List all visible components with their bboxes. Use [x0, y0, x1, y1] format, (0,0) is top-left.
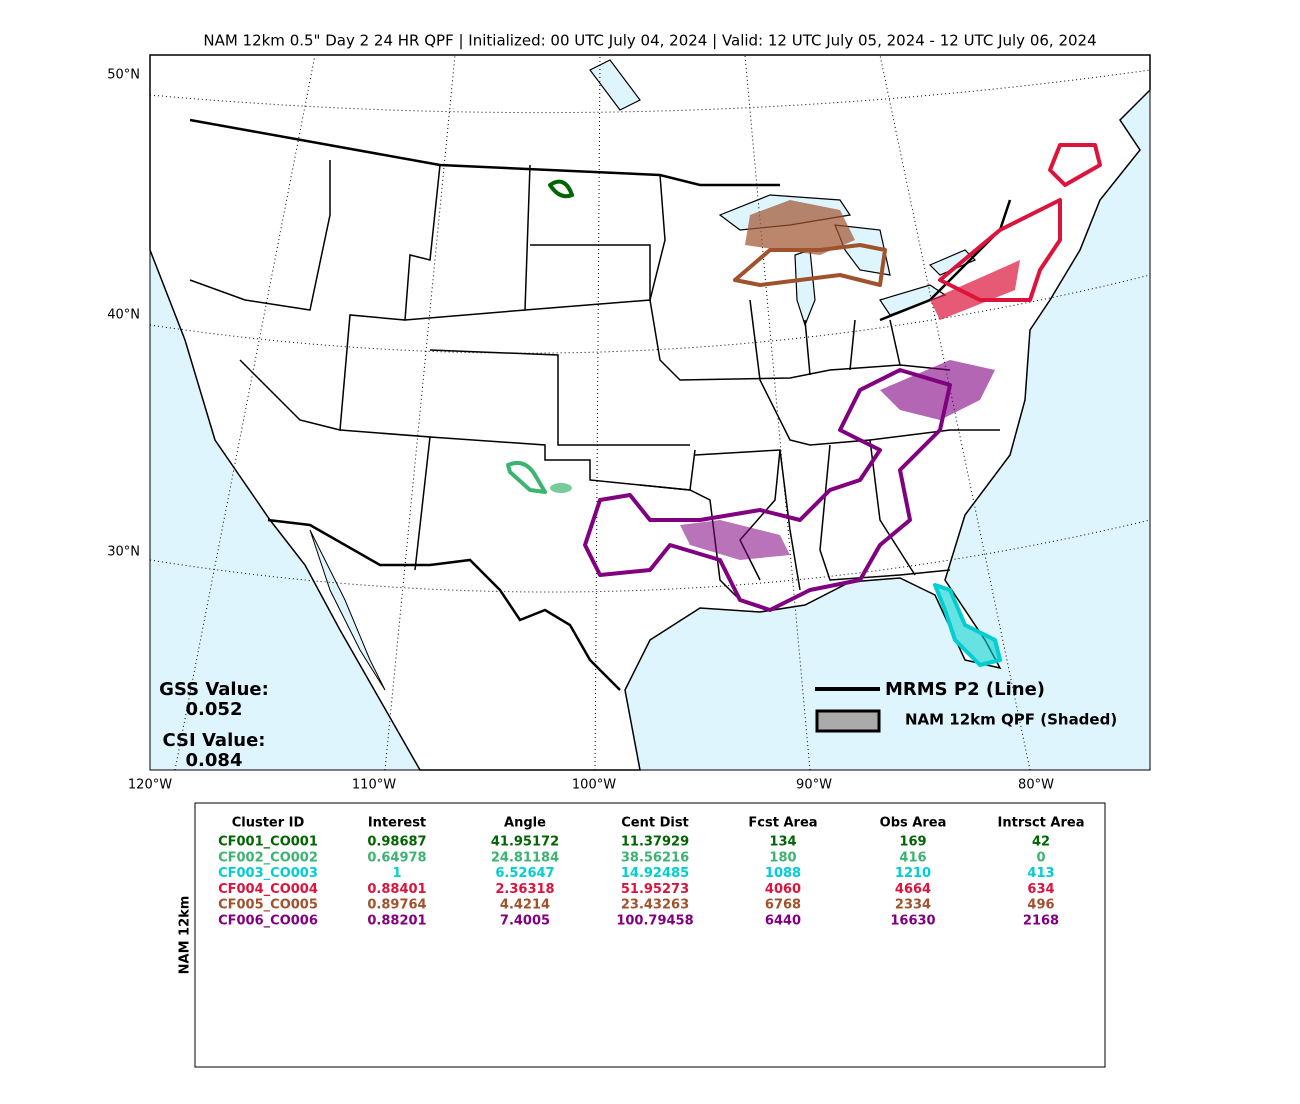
table-header: Angle: [504, 816, 546, 831]
fcst-object: [930, 260, 1020, 320]
obs-object: [933, 583, 1002, 667]
lon-label: 120°W: [128, 778, 172, 793]
table-cell: 14.92485: [621, 866, 689, 881]
table-cell: 4664: [895, 882, 931, 897]
table-cell: 134: [769, 835, 796, 850]
table-cell: 4060: [765, 882, 801, 897]
table-cell: 0.89764: [367, 898, 426, 913]
table-cell: 0: [1036, 850, 1045, 865]
table-cell: 169: [899, 835, 926, 850]
obs-object: [733, 243, 887, 287]
table-cell: 11.37929: [621, 835, 689, 850]
lat-label: 50°N: [107, 68, 140, 83]
table-header: Cluster ID: [232, 816, 305, 831]
table-frame: [194, 802, 1106, 1068]
table-cell: 6440: [765, 914, 801, 929]
obs-object: [583, 368, 952, 612]
fcst-object: [745, 200, 855, 255]
table-cell: CF002_CO002: [218, 850, 318, 865]
table-cell: 16630: [890, 914, 935, 929]
csi-label: CSI Value:: [163, 730, 266, 751]
table-cell: 180: [769, 850, 796, 865]
table-cell: 0.64978: [367, 850, 426, 865]
table-cell: 41.95172: [491, 835, 559, 850]
table-cell: 4.4214: [500, 898, 550, 913]
gulf-california: [309, 529, 386, 691]
table-header: Obs Area: [880, 816, 947, 831]
table-cell: 24.81184: [491, 850, 559, 865]
table-cell: 7.4005: [500, 914, 550, 929]
table-cell: 2.36318: [495, 882, 554, 897]
table-header: Interest: [368, 816, 426, 831]
graticule: [149, 54, 1151, 771]
table-cell: 0.88201: [367, 914, 426, 929]
fcst-object: [880, 360, 995, 420]
table-cell: 0.98687: [367, 835, 426, 850]
fcst-object: [680, 520, 790, 560]
table-cell: 2168: [1023, 914, 1059, 929]
table-header: Cent Dist: [621, 816, 689, 831]
table-cell: 100.79458: [616, 914, 693, 929]
obs-object: [548, 179, 574, 199]
gss-value: 0.052: [186, 699, 243, 720]
table: Cluster ID Interest Angle Cent Dist Fcst Are…: [218, 816, 1084, 929]
fcst-object: [550, 483, 572, 493]
map: 50°N 40°N 30°N 120°W 110°W 100°W 90°W 80…: [107, 54, 1151, 793]
table-cell: 496: [1027, 898, 1054, 913]
table-cell: CF005_CO005: [218, 898, 318, 913]
lon-label: 110°W: [352, 778, 396, 793]
table-header: Intrsct Area: [998, 816, 1085, 831]
table-cell: CF003_CO003: [218, 866, 318, 881]
table-cell: 6768: [765, 898, 801, 913]
table-cell: 1: [392, 866, 401, 881]
table-cell: 51.95273: [621, 882, 689, 897]
csi-value: 0.084: [186, 750, 243, 771]
lat-label: 30°N: [107, 545, 140, 560]
obs-object: [938, 198, 1062, 302]
lon-label: 80°W: [1018, 778, 1054, 793]
legend-swatch: [815, 709, 881, 733]
gss-label: GSS Value:: [159, 679, 269, 700]
table-cell: 413: [1027, 866, 1054, 881]
table-header: Fcst Area: [748, 816, 817, 831]
legend-label: NAM 12km QPF (Shaded): [905, 711, 1117, 729]
table-cell: 0.88401: [367, 882, 426, 897]
table-cell: 634: [1027, 882, 1054, 897]
table-side-label: NAM 12km: [178, 896, 193, 975]
table-cell: CF004_CO004: [218, 882, 318, 897]
legend-label: MRMS P2 (Line): [885, 679, 1045, 700]
lon-label: 100°W: [572, 778, 616, 793]
table-cell: 38.56216: [621, 850, 689, 865]
table-cell: CF006_CO006: [218, 914, 318, 929]
table-cell: CF001_CO001: [218, 835, 318, 850]
table-cell: 42: [1032, 835, 1050, 850]
table-cell: 1088: [765, 866, 801, 881]
table-cell: 416: [899, 850, 926, 865]
table-cell: 23.43263: [621, 898, 689, 913]
land: [149, 54, 1151, 771]
table-cell: 2334: [895, 898, 931, 913]
objects: [506, 143, 1102, 667]
table-cell: 6.52647: [495, 866, 554, 881]
borders: [189, 118, 1012, 691]
map-frame: [149, 54, 1151, 771]
obs-object: [506, 461, 547, 494]
lon-label: 90°W: [796, 778, 832, 793]
map-title: NAM 12km 0.5" Day 2 24 HR QPF | Initiali…: [203, 32, 1096, 50]
obs-object: [1048, 143, 1102, 187]
lat-label: 40°N: [107, 308, 140, 323]
table-cell: 1210: [895, 866, 931, 881]
